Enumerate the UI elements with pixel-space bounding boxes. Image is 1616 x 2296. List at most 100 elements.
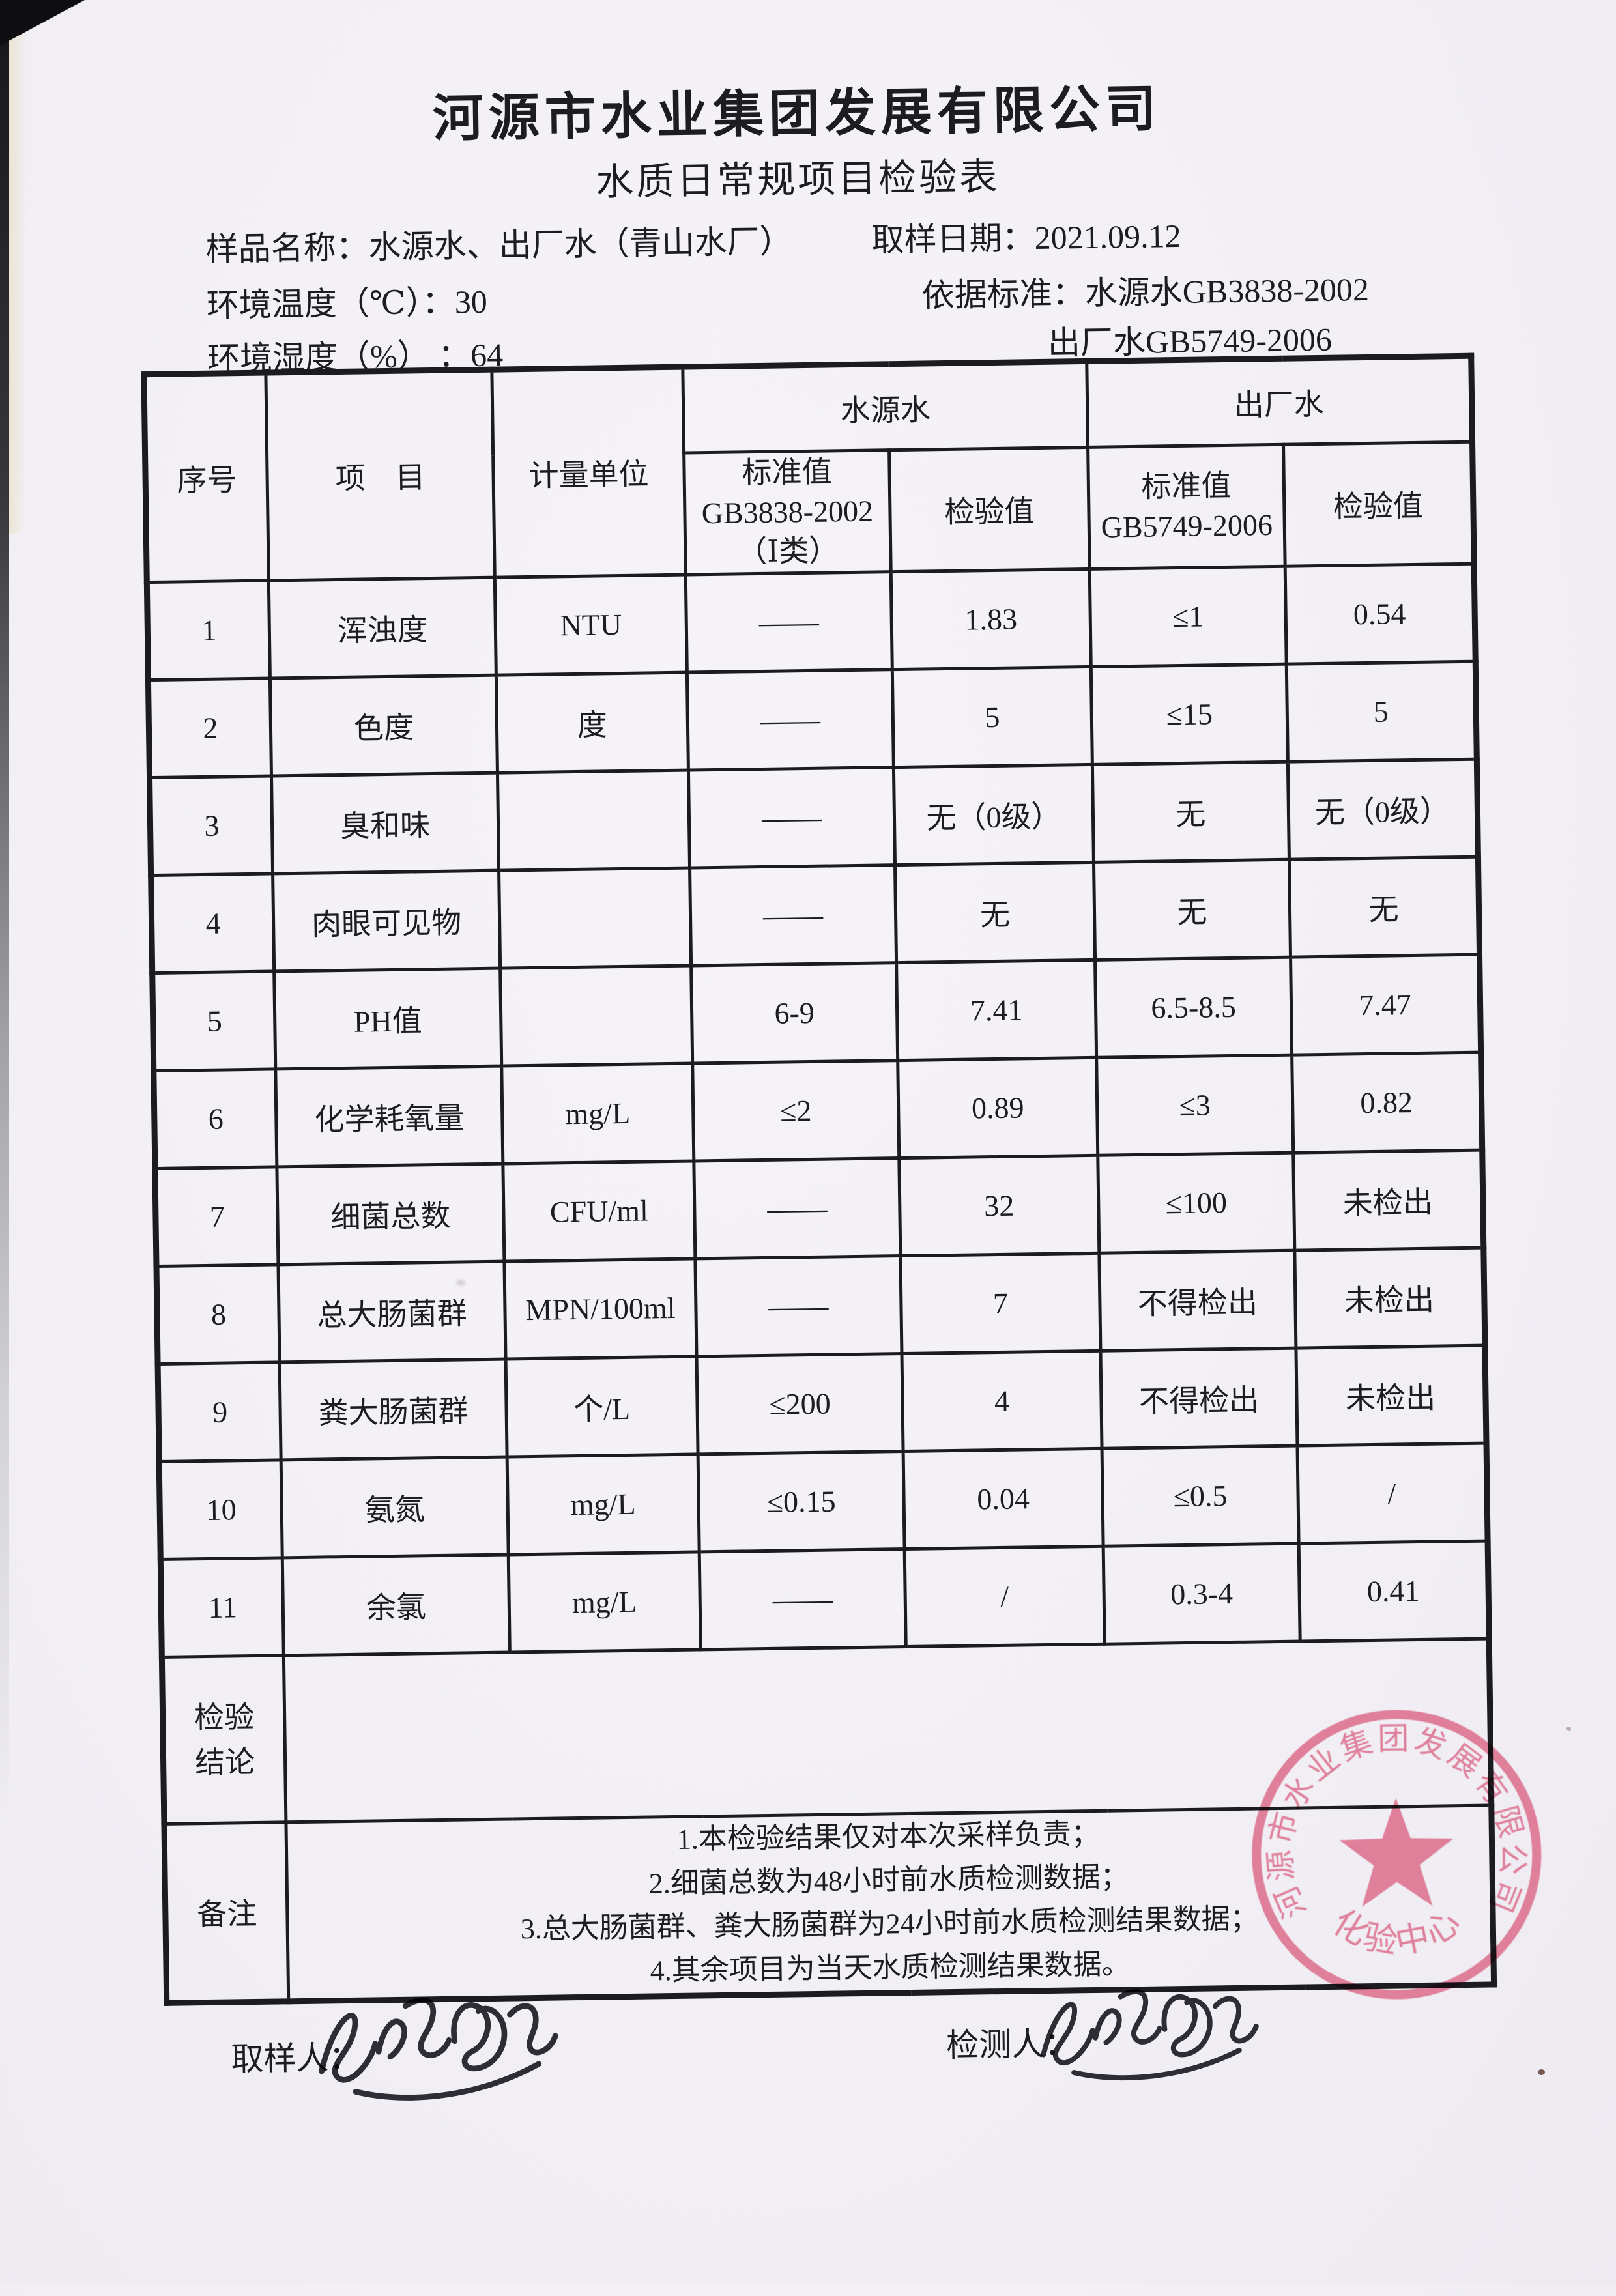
cell-unit	[500, 966, 693, 1067]
cell-source-value: 0.04	[903, 1448, 1104, 1549]
table-row: 6 化学耗氧量 mg/L ≤2 0.89 ≤3 0.82	[153, 1052, 1482, 1169]
cell-finished-std: ≤100	[1097, 1153, 1295, 1254]
cell-unit: mg/L	[508, 1552, 701, 1653]
header-unit: 计量单位	[491, 367, 686, 578]
ambient-temp-line: 环境温度（℃）：30	[206, 276, 488, 326]
cell-finished-std: 无	[1092, 762, 1290, 863]
cell-finished-value: /	[1297, 1443, 1488, 1544]
table-row: 1 浑浊度 NTU —— 1.83 ≤1 0.54	[147, 564, 1476, 680]
cell-source-std: ≤0.15	[698, 1451, 905, 1553]
sampler-signature	[319, 1997, 558, 2101]
cell-seq: 10	[159, 1460, 283, 1560]
cell-finished-value: 0.82	[1291, 1052, 1482, 1153]
company-seal: 河源市水业集团发展有限公司 化验中心	[1252, 1710, 1542, 2000]
table-row: 11 余氯 mg/L ——/0.3-4 0.41	[160, 1541, 1490, 1657]
cell-source-std: ——	[689, 865, 897, 966]
cell-seq: 6	[153, 1069, 277, 1169]
cell-item: 细菌总数	[276, 1164, 504, 1265]
cell-finished-std: ≤3	[1096, 1055, 1293, 1156]
header-finished-check: 检验值	[1283, 442, 1475, 567]
seal-center-text: 化验中心	[1325, 1902, 1469, 1962]
cell-source-std: ——	[685, 571, 893, 673]
cell-source-std: ——	[693, 1158, 901, 1259]
cell-unit: mg/L	[507, 1454, 700, 1555]
sampling-date-line: 取样日期：2021.09.12	[871, 210, 1181, 261]
cell-source-value: 32	[899, 1155, 1099, 1256]
cell-source-value: 无（0级）	[893, 764, 1094, 865]
cell-item: 浑浊度	[268, 577, 497, 679]
cell-source-value: 0.89	[897, 1057, 1098, 1158]
cell-seq: 7	[154, 1167, 278, 1267]
cell-finished-std: ≤0.5	[1102, 1446, 1299, 1547]
cell-unit: 个/L	[506, 1356, 699, 1457]
cell-item: 化学耗氧量	[275, 1066, 503, 1168]
cell-finished-std: 无	[1093, 859, 1291, 960]
cell-finished-value: 未检出	[1295, 1345, 1486, 1446]
cell-item: 肉眼可见物	[272, 870, 500, 972]
table-row: 9 粪大肠菌群 个/L ≤200 4 不得检出 未检出	[158, 1345, 1486, 1462]
cell-seq: 2	[148, 678, 272, 778]
cell-item: 氨氮	[281, 1457, 509, 1558]
table-row: 4 肉眼可见物 —— 无无无	[151, 857, 1480, 973]
sample-name-line: 样品名称：水源水、出厂水（青山水厂）	[205, 215, 792, 270]
cell-source-value: 7.41	[896, 960, 1097, 1061]
cell-finished-std: 不得检出	[1100, 1348, 1298, 1449]
table-header-body: 序号 项 目 计量单位 水源水 出厂水 标准值 GB3838-2002 （Ⅰ类）…	[143, 356, 1475, 582]
dust-speck	[1566, 1727, 1571, 1731]
cell-finished-std: 0.3-4	[1103, 1543, 1301, 1644]
cell-source-std: ≤200	[697, 1353, 904, 1455]
scan-dark-edge	[0, 0, 9, 2285]
cell-item: 臭和味	[271, 773, 499, 874]
cell-item: 总大肠菌群	[278, 1261, 506, 1363]
tester-signature	[1041, 1989, 1259, 2081]
cell-unit: MPN/100ml	[504, 1259, 697, 1360]
table-row: 8 总大肠菌群 MPN/100ml —— 7 不得检出 未检出	[156, 1248, 1485, 1364]
ambient-temp-value: 30	[454, 283, 488, 321]
header-seq: 序号	[143, 373, 269, 582]
table-row: 7 细菌总数 CFU/ml —— 32 ≤100 未检出	[154, 1150, 1484, 1267]
cell-finished-value: 无	[1289, 857, 1480, 958]
sampling-date-label: 取样日期：	[871, 220, 1035, 259]
cell-source-value: 7	[900, 1253, 1101, 1354]
seal-star-icon	[1339, 1798, 1454, 1907]
sample-name-value: 水源水、出厂水（青山水厂）	[368, 223, 793, 266]
cell-finished-value: 0.54	[1285, 564, 1476, 665]
cell-seq: 8	[156, 1265, 280, 1364]
cell-finished-std: ≤1	[1089, 566, 1287, 667]
ambient-temp-label: 环境温度（℃）：	[206, 283, 455, 324]
cell-item: 粪大肠菌群	[280, 1359, 508, 1461]
dust-speck	[456, 1280, 465, 1286]
cell-unit: CFU/ml	[502, 1161, 695, 1262]
cell-source-std: ——	[695, 1256, 902, 1357]
table-row: 2 色度度 —— 5 ≤15 5	[148, 661, 1477, 778]
standard-label: 依据标准：	[921, 274, 1086, 314]
remark-label: 备注	[164, 1822, 289, 2003]
table-body: 1 浑浊度 NTU —— 1.83 ≤1 0.54 2 色度度 —— 5 ≤15 5 3 臭和味 —— 无（0级…	[147, 564, 1490, 1657]
cell-finished-value: 未检出	[1293, 1150, 1484, 1251]
dust-speck	[1538, 2069, 1545, 2075]
cell-seq: 5	[152, 971, 276, 1071]
cell-unit: 度	[496, 672, 689, 773]
header-source-check: 检验值	[889, 447, 1090, 572]
seal-ring	[1252, 1710, 1542, 2000]
cell-seq: 1	[147, 581, 270, 680]
cell-source-std: ——	[687, 669, 894, 771]
cell-source-value: 5	[892, 667, 1093, 768]
cell-finished-std: 6.5-8.5	[1095, 957, 1292, 1058]
cell-unit: NTU	[495, 575, 687, 676]
cell-finished-value: 5	[1286, 661, 1477, 762]
header-finished-water-group: 出厂水	[1086, 356, 1473, 448]
table-row: 3 臭和味 —— 无（0级）无无（0级）	[149, 759, 1479, 876]
header-source-standard: 标准值 GB3838-2002 （Ⅰ类）	[684, 450, 891, 575]
cell-source-std: 6-9	[691, 962, 898, 1064]
header-source-water-group: 水源水	[682, 361, 1088, 453]
header-finished-standard: 标准值 GB5749-2006	[1088, 444, 1286, 569]
sampling-date-value: 2021.09.12	[1034, 217, 1181, 257]
table-row: 5 PH值 6-9 7.41 6.5-8.5 7.47	[152, 954, 1481, 1071]
cell-seq: 4	[151, 874, 274, 973]
cell-seq: 3	[149, 776, 273, 876]
cell-source-value: 4	[901, 1351, 1103, 1452]
cell-source-std: ≤2	[692, 1060, 899, 1162]
standard-source-water: 水源水GB3838-2002	[1084, 270, 1370, 311]
